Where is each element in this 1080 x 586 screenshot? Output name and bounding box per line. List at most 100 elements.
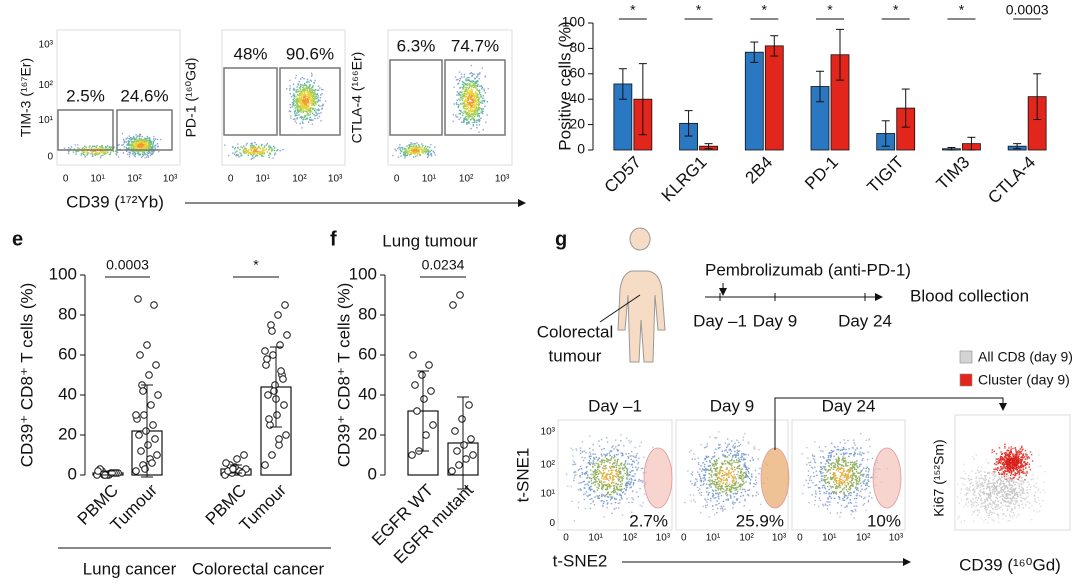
- density-dot: [296, 91, 298, 93]
- density-dot: [725, 499, 727, 501]
- density-dot: [470, 127, 472, 130]
- density-dot: [848, 470, 850, 472]
- density-dot: [594, 472, 596, 475]
- density-dot: [632, 460, 634, 462]
- density-dot: [740, 491, 743, 494]
- density-dot: [598, 445, 601, 447]
- density-dot: [476, 95, 479, 97]
- density-dot: [294, 109, 297, 112]
- density-dot: [702, 468, 704, 470]
- density-dot: [296, 86, 298, 88]
- density-dot: [461, 91, 463, 93]
- density-dot: [151, 153, 154, 155]
- density-dot: [426, 148, 429, 151]
- density-dot: [608, 493, 611, 496]
- density-dot: [302, 110, 304, 112]
- density-dot: [97, 147, 99, 150]
- annotation: *: [827, 2, 833, 18]
- density-dot: [851, 479, 853, 481]
- density-dot: [720, 508, 722, 510]
- data-point: [148, 459, 156, 467]
- density-dot: [709, 461, 712, 463]
- density-dot: [814, 461, 817, 464]
- density-dot: [251, 157, 254, 160]
- density-dot: [852, 463, 854, 466]
- density-dot: [128, 137, 130, 140]
- density-dot: [590, 462, 592, 464]
- density-dot: [860, 454, 862, 456]
- density-dot: [836, 465, 839, 467]
- density-dot: [843, 476, 845, 478]
- density-dot: [474, 99, 477, 102]
- density-dot: [482, 97, 484, 99]
- density-dot: [1025, 473, 1028, 476]
- density-dot: [476, 80, 479, 82]
- data-point: [455, 461, 463, 469]
- density-dot: [852, 477, 854, 479]
- density-dot: [852, 466, 854, 469]
- density-dot: [82, 153, 85, 156]
- density-dot: [715, 504, 717, 506]
- density-dot: [710, 486, 712, 488]
- density-dot: [1002, 485, 1005, 487]
- density-dot: [707, 455, 710, 458]
- density-dot: [317, 95, 319, 97]
- density-dot: [143, 151, 146, 154]
- density-dot: [94, 147, 96, 150]
- density-dot: [748, 477, 751, 480]
- density-dot: [637, 495, 639, 498]
- density-dot: [411, 149, 413, 151]
- density-dot: [460, 103, 463, 105]
- density-dot: [475, 106, 478, 108]
- density-dot: [819, 492, 821, 495]
- density-dot: [631, 455, 633, 457]
- density-dot: [736, 473, 738, 476]
- density-dot: [136, 147, 139, 149]
- density-dot: [724, 456, 727, 458]
- density-dot: [728, 469, 730, 472]
- density-dot: [600, 500, 602, 502]
- density-dot: [976, 484, 978, 486]
- density-dot: [726, 479, 728, 481]
- density-dot: [710, 500, 712, 502]
- density-dot: [89, 145, 91, 147]
- density-dot: [292, 83, 295, 85]
- density-dot: [626, 463, 629, 465]
- density-dot: [110, 146, 113, 148]
- density-dot: [144, 140, 146, 143]
- data-point: [280, 401, 288, 409]
- density-dot: [988, 462, 990, 465]
- density-dot: [466, 89, 468, 91]
- data-point: [413, 407, 421, 415]
- density-dot: [478, 93, 481, 95]
- density-dot: [827, 458, 830, 461]
- density-dot: [972, 456, 974, 458]
- density-dot: [716, 462, 718, 465]
- density-dot: [618, 467, 620, 470]
- tumour-label: tumour: [549, 346, 602, 365]
- density-dot: [297, 111, 300, 113]
- density-dot: [859, 490, 862, 493]
- x-tick-label: 0: [63, 174, 69, 185]
- density-dot: [712, 492, 714, 495]
- density-dot: [863, 452, 865, 455]
- density-dot: [604, 459, 606, 462]
- density-dot: [292, 98, 294, 101]
- density-dot: [744, 490, 747, 493]
- density-dot: [140, 142, 143, 145]
- density-dot: [316, 101, 319, 103]
- density-dot: [834, 446, 836, 449]
- density-dot: [303, 87, 305, 90]
- density-dot: [631, 497, 633, 499]
- density-dot: [573, 477, 575, 479]
- density-dot: [996, 508, 998, 511]
- density-dot: [600, 472, 602, 474]
- density-dot: [147, 137, 149, 139]
- density-dot: [128, 142, 130, 144]
- density-dot: [962, 483, 964, 485]
- density-dot: [719, 468, 721, 471]
- density-dot: [847, 474, 849, 476]
- density-dot: [268, 148, 271, 150]
- density-dot: [712, 480, 714, 483]
- density-dot: [579, 489, 582, 491]
